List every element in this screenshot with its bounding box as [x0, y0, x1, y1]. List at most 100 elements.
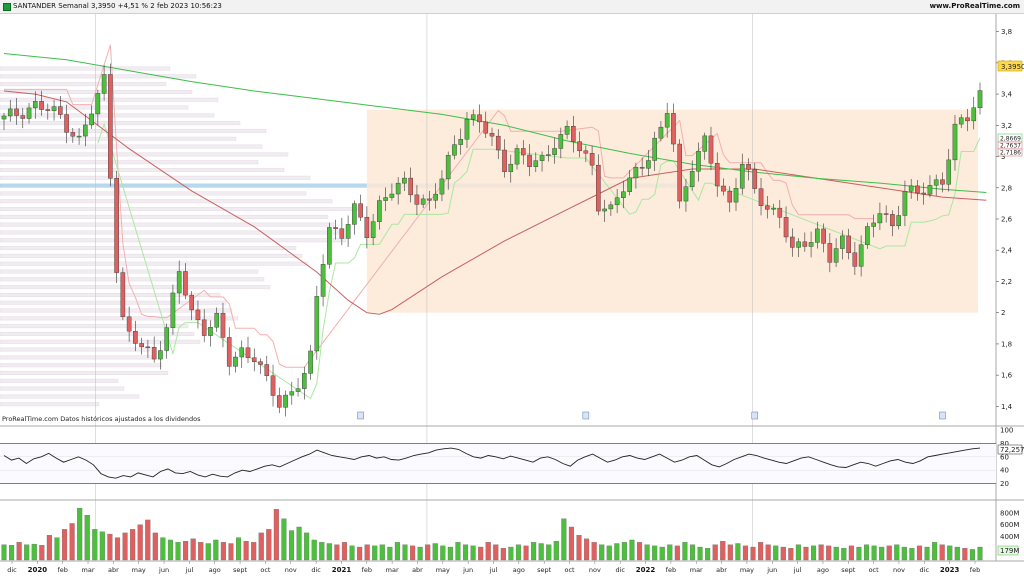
candle-body [308, 350, 313, 374]
candle-body [51, 106, 57, 111]
stop-line-green [97, 122, 981, 400]
time-tick-label: jun [462, 566, 473, 574]
volume-profile-bar [0, 355, 157, 360]
candle-body [852, 252, 858, 267]
volume-bar [183, 540, 189, 561]
time-tick-label: nov [589, 566, 601, 574]
dividend-icon[interactable] [751, 411, 759, 420]
candle-body [658, 126, 664, 139]
candle-body [846, 235, 851, 253]
candle-body [226, 337, 232, 367]
volume-bar [462, 544, 469, 561]
volume-bar [281, 518, 287, 561]
volume-bar [705, 548, 711, 561]
dividend-icon[interactable] [582, 411, 590, 420]
volume-bar [674, 545, 680, 561]
price-tick-label: 3,2 [1001, 122, 1012, 130]
volume-bar [39, 545, 45, 561]
candle-body [377, 200, 382, 222]
candle-body [683, 186, 689, 202]
volume-profile-bar [0, 129, 267, 133]
short-moving-average [3, 90, 987, 315]
volume-bar [160, 537, 166, 561]
candle-body [183, 271, 188, 296]
volume-bar [614, 543, 620, 561]
candle-body [470, 114, 476, 120]
time-tick-label: jul [489, 566, 498, 574]
price-tick-label: 1,6 [1001, 372, 1013, 380]
volume-bar [341, 542, 348, 561]
time-tick-label: ago [209, 566, 221, 574]
candle-body [796, 241, 801, 248]
volume-bar [152, 532, 158, 561]
volume-bar [636, 542, 643, 561]
candle-body [295, 388, 301, 392]
candle-body [502, 149, 507, 172]
candle-body [195, 309, 201, 321]
volume-bar [417, 546, 423, 561]
candle-body [677, 143, 682, 202]
dividend-icon[interactable] [939, 411, 946, 420]
volume-bar [24, 544, 30, 561]
volume-bar [841, 548, 847, 561]
volume-bar [652, 545, 658, 561]
volume-bar [1, 544, 7, 561]
volume-bar [213, 539, 219, 561]
candle-body [477, 114, 482, 123]
volume-bar [576, 535, 582, 561]
candle-body [821, 228, 826, 244]
time-tick-label: oct [869, 566, 880, 574]
volume-bar [932, 542, 938, 561]
volume-bar [682, 542, 688, 561]
volume-bar [311, 539, 317, 561]
price-tick-label: 3,8 [1001, 28, 1012, 36]
candle-body [783, 217, 789, 238]
volume-bar [485, 542, 491, 561]
candle-body [696, 151, 701, 172]
price-tick-label: 2,2 [1001, 278, 1012, 286]
volume-bar [319, 542, 325, 561]
candle-body [608, 204, 614, 210]
candle-body [333, 227, 338, 229]
candle-body [258, 361, 263, 365]
brand-link[interactable]: www.ProRealTime.com [929, 2, 1020, 10]
data-note: ProRealTime.com Datos históricos ajustad… [2, 415, 201, 423]
volume-bar [894, 544, 900, 561]
candle-body [977, 90, 983, 108]
candle-body [164, 327, 169, 351]
volume-bar [205, 543, 211, 561]
candle-body [270, 375, 276, 396]
time-tick-label: feb [57, 566, 67, 574]
rsi-tick-label: 40 [1000, 467, 1009, 475]
volume-bar [130, 529, 136, 561]
volume-bar [500, 548, 506, 561]
dividend-icon[interactable] [357, 411, 364, 420]
time-tick-label: abr [716, 566, 727, 574]
candle-body [871, 222, 876, 227]
time-tick-label: abr [412, 566, 423, 574]
volume-bar [788, 548, 794, 561]
volume-bar [394, 542, 400, 561]
volume-bar [924, 546, 930, 561]
candle-body [1, 115, 7, 120]
volume-bar [599, 544, 605, 561]
rsi-axis: 100 80 60 40 20 [1000, 427, 1013, 489]
volume-bar [538, 543, 544, 561]
volume-profile-bar [0, 300, 227, 305]
candle-body [921, 192, 926, 195]
time-tick-label: oct [260, 566, 271, 574]
candle-body [20, 115, 26, 119]
time-tick-label: feb [362, 566, 372, 574]
volume-profile-bar [0, 113, 215, 118]
candle-body [902, 191, 908, 216]
candle-body [58, 106, 63, 115]
volume-bar [455, 542, 461, 561]
candle-body [752, 169, 758, 189]
candle-body [14, 108, 19, 116]
volume-bar [440, 545, 446, 561]
candle-body [7, 108, 13, 117]
volume-profile-bar [0, 207, 359, 211]
time-tick-label: 2022 [636, 566, 656, 574]
candle-body [614, 197, 620, 206]
